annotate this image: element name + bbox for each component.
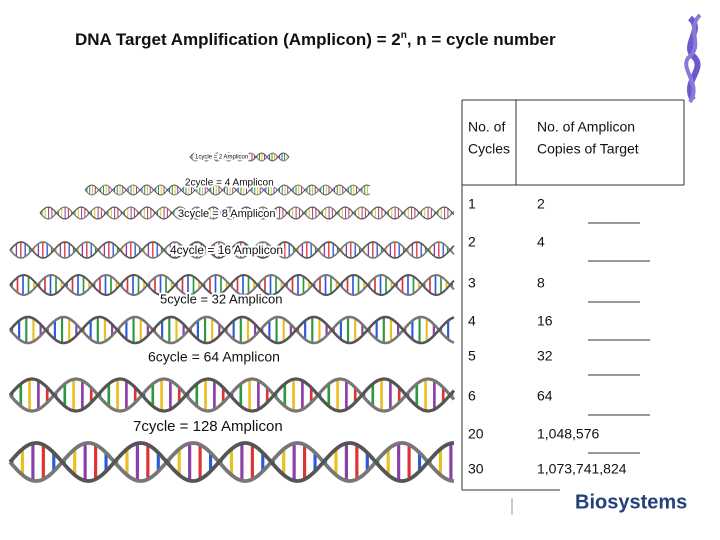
helix-strand <box>39 206 455 220</box>
table-cell: 2 <box>468 234 476 250</box>
logo-area <box>510 495 710 540</box>
table-cell: 16 <box>537 313 553 329</box>
table-cell: 1,048,576 <box>537 426 599 442</box>
helix-strand <box>9 273 455 297</box>
table-cell: 1 <box>468 196 476 212</box>
helix-strand <box>9 315 455 345</box>
cycle-label: 2cycle = 4 Amplicon <box>185 178 274 189</box>
cycle-labels: 1cycle = 2 Amplicon 2cycle = 4 Amplicon 3c… <box>131 153 285 437</box>
table-cell: 64 <box>537 388 553 404</box>
cycle-label: 5cycle = 32 Amplicon <box>160 291 282 306</box>
table-cell: 4 <box>537 234 545 250</box>
cycle-label: 3cycle = 8 Amplicon <box>178 208 276 220</box>
helix-strand <box>189 152 290 162</box>
logo-text: Biosystems <box>575 491 687 513</box>
cycle-label: 6cycle = 64 Amplicon <box>148 349 280 365</box>
helix-strand <box>84 184 371 196</box>
cycle-label: 4cycle = 16 Amplicon <box>170 243 283 257</box>
table-header: No. of Amplicon <box>537 119 635 135</box>
table-cell: 3 <box>468 275 476 291</box>
table-header: Cycles <box>468 141 510 157</box>
table-header: No. of <box>468 119 505 135</box>
corner-logo <box>684 13 702 104</box>
table-cell: 8 <box>537 275 545 291</box>
helix-strand <box>9 315 455 345</box>
helix-strand <box>9 273 455 297</box>
helix-strand <box>8 377 456 413</box>
helices <box>8 152 456 483</box>
table-cell: 32 <box>537 348 553 364</box>
cycle-label: 1cycle = 2 Amplicon <box>195 155 248 161</box>
table-cell: 30 <box>468 461 484 477</box>
helix-strand <box>8 377 456 413</box>
table-cell: 2 <box>537 196 545 212</box>
corner-strand <box>684 13 702 104</box>
helix-strand <box>8 441 455 483</box>
helix-strand <box>189 152 290 162</box>
table-cell: 6 <box>468 388 476 404</box>
table-cell: 1,073,741,824 <box>537 461 627 477</box>
table-cell: 4 <box>468 313 476 329</box>
title-tail: , n = cycle number <box>407 30 556 49</box>
table-header: Copies of Target <box>537 141 639 157</box>
helix-strand <box>9 241 455 259</box>
helix-strand <box>9 241 455 259</box>
cycle-label: 7cycle = 128 Amplicon <box>133 418 283 435</box>
title-sup: n <box>401 30 407 41</box>
helix-strand <box>39 206 455 220</box>
table-cell: 5 <box>468 348 476 364</box>
helix-strand <box>84 184 371 196</box>
title-main: DNA Target Amplification (Amplicon) = 2 <box>75 30 401 49</box>
title: DNA Target Amplification (Amplicon) = 2n… <box>75 30 556 50</box>
table: No. of Cycles No. of Amplicon Copies of Tar… <box>461 99 684 491</box>
helix-strand <box>8 441 455 483</box>
table-cell: 20 <box>468 426 484 442</box>
